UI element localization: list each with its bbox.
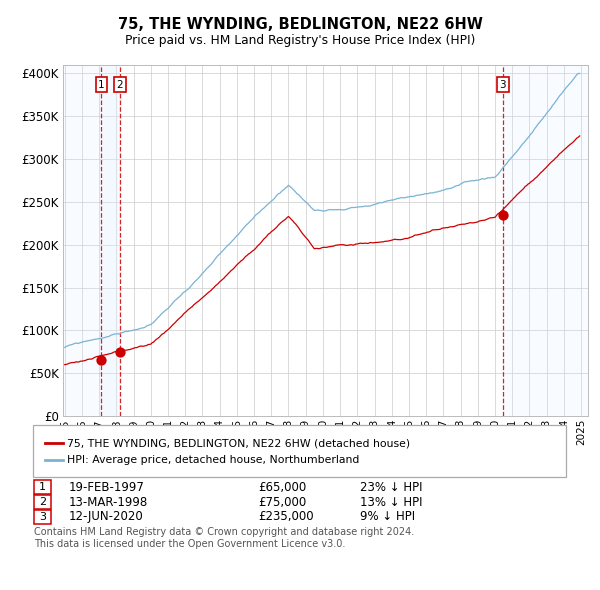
Text: 3: 3	[500, 80, 506, 90]
Point	[115, 347, 125, 356]
Text: 75, THE WYNDING, BEDLINGTON, NE22 6HW (detached house): 75, THE WYNDING, BEDLINGTON, NE22 6HW (d…	[67, 438, 410, 448]
Text: 23% ↓ HPI: 23% ↓ HPI	[360, 481, 422, 494]
Text: Contains HM Land Registry data © Crown copyright and database right 2024.: Contains HM Land Registry data © Crown c…	[34, 527, 415, 537]
Point	[498, 210, 508, 219]
Text: 3: 3	[39, 512, 46, 522]
Text: Price paid vs. HM Land Registry's House Price Index (HPI): Price paid vs. HM Land Registry's House …	[125, 34, 475, 47]
Text: 13% ↓ HPI: 13% ↓ HPI	[360, 496, 422, 509]
Text: 19-FEB-1997: 19-FEB-1997	[69, 481, 145, 494]
Bar	[503, 65, 588, 416]
Text: 75, THE WYNDING, BEDLINGTON, NE22 6HW: 75, THE WYNDING, BEDLINGTON, NE22 6HW	[118, 17, 482, 31]
Text: 12-JUN-2020: 12-JUN-2020	[69, 510, 144, 523]
Text: HPI: Average price, detached house, Northumberland: HPI: Average price, detached house, Nort…	[67, 455, 359, 464]
Text: £235,000: £235,000	[258, 510, 314, 523]
Bar	[101, 65, 120, 416]
Text: 2: 2	[39, 497, 46, 507]
Text: 1: 1	[39, 483, 46, 492]
Bar	[63, 65, 101, 416]
Text: 9% ↓ HPI: 9% ↓ HPI	[360, 510, 415, 523]
Text: 13-MAR-1998: 13-MAR-1998	[69, 496, 148, 509]
Text: 2: 2	[116, 80, 123, 90]
Text: £75,000: £75,000	[258, 496, 306, 509]
Point	[97, 356, 106, 365]
Text: 1: 1	[98, 80, 104, 90]
Text: £65,000: £65,000	[258, 481, 306, 494]
Text: This data is licensed under the Open Government Licence v3.0.: This data is licensed under the Open Gov…	[34, 539, 346, 549]
